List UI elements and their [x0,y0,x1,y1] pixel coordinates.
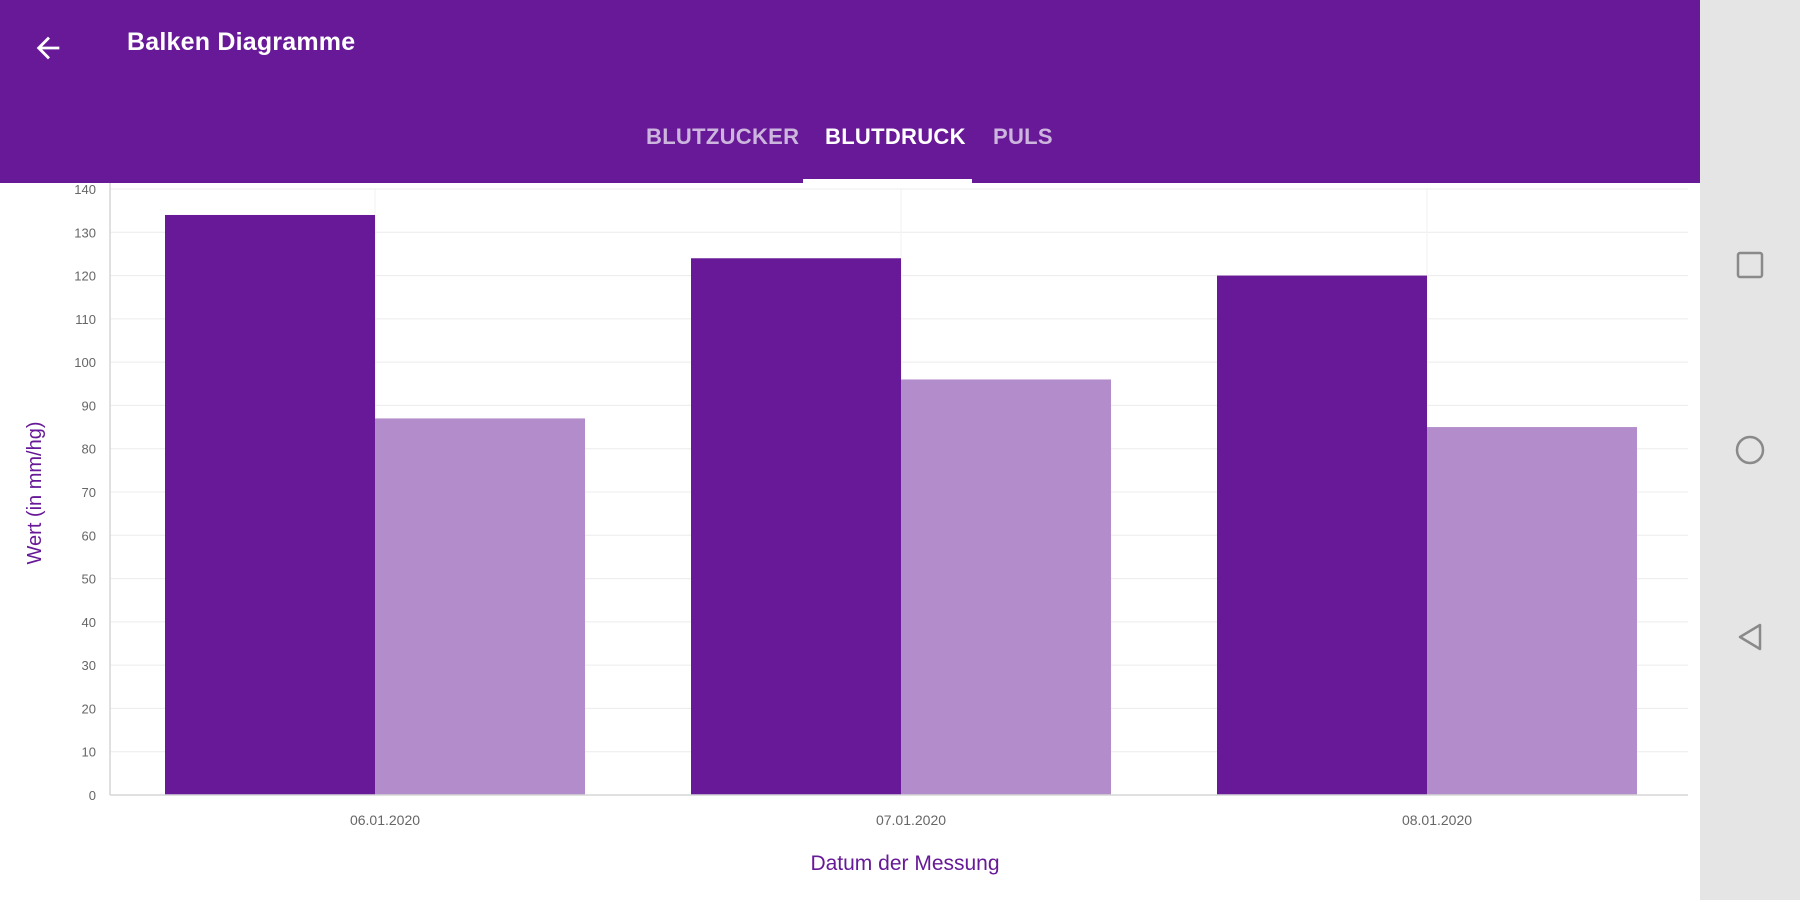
bar-series-1-06.01.2020 [165,214,375,795]
y-tick-label: 80 [82,442,96,457]
app-bar: Balken Diagramme BLUTZUCKER BLUTDRUCK PU… [0,0,1700,183]
y-tick-label: 100 [74,355,96,370]
back-button[interactable] [22,22,74,74]
bar-chart: 0 10 20 30 40 50 60 70 80 90 100 110 120 130 140 06.01.… [24,183,1688,875]
y-tick-label: 70 [82,485,96,500]
tab-blutdruck[interactable]: BLUTDRUCK [825,124,966,149]
y-tick-label: 40 [82,615,96,630]
y-tick-label: 20 [82,701,96,716]
bar-series-2-08.01.2020 [1427,427,1637,795]
y-tick-label: 60 [82,528,96,543]
axes [109,183,1688,796]
circle-icon [1735,435,1765,465]
back-nav-button[interactable] [1720,607,1780,667]
bar-series-1-07.01.2020 [691,258,901,795]
arrow-left-icon [36,36,60,60]
bar-series-2-07.01.2020 [901,379,1111,795]
y-tick-label: 50 [82,572,96,587]
y-tick-label: 10 [82,745,96,760]
tick-labels: 0 10 20 30 40 50 60 70 80 90 100 110 120 130 140 06.01.… [74,183,1472,828]
app-screen: Balken Diagramme BLUTZUCKER BLUTDRUCK PU… [0,0,1700,875]
tab-blutzucker[interactable]: BLUTZUCKER [646,124,800,149]
y-axis-label: Wert (in mm/hg) [24,422,46,565]
y-tick-label: 120 [74,269,96,284]
y-tick-label: 140 [74,183,96,197]
y-tick-label: 0 [89,788,96,803]
y-tick-label: 90 [82,398,96,413]
x-tick-label: 07.01.2020 [876,812,946,828]
page-title: Balken Diagramme [127,28,356,56]
home-button[interactable] [1720,420,1780,480]
square-icon [1736,251,1764,279]
bar-series-1-08.01.2020 [1217,275,1427,795]
tab-puls[interactable]: PULS [993,124,1053,149]
bar-series-2-06.01.2020 [375,418,585,795]
triangle-back-icon [1738,623,1762,651]
y-tick-label: 110 [75,312,96,327]
x-tick-label: 06.01.2020 [350,812,420,828]
x-axis-label: Datum der Messung [810,852,999,875]
recent-apps-button[interactable] [1720,235,1780,295]
y-tick-label: 130 [74,225,96,240]
x-tick-label: 08.01.2020 [1402,812,1472,828]
system-nav-bar [1700,0,1800,900]
active-tab-indicator [803,179,972,183]
bars [165,214,1637,795]
y-tick-label: 30 [82,658,96,673]
